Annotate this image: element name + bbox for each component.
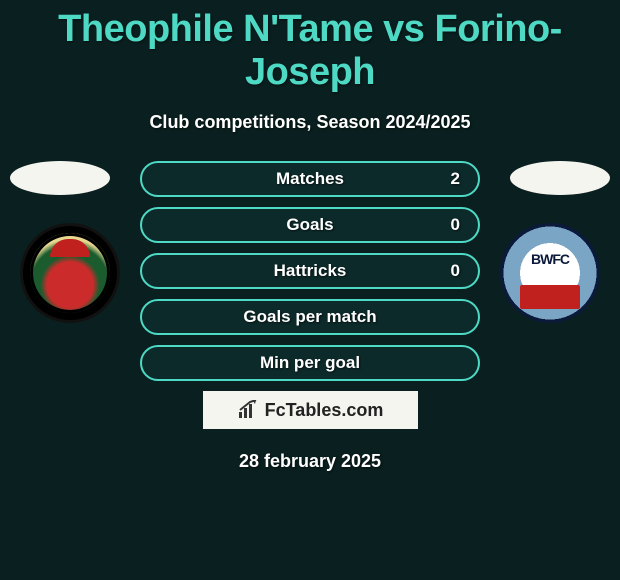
stat-row-matches: Matches 2: [140, 161, 480, 197]
stat-label: Goals: [286, 215, 333, 235]
stat-row-goals: Goals 0: [140, 207, 480, 243]
stat-label: Hattricks: [274, 261, 347, 281]
right-player-ellipse: [510, 161, 610, 195]
stat-row-goals-per-match: Goals per match: [140, 299, 480, 335]
wrexham-crest-icon: [30, 233, 110, 313]
stat-row-hattricks: Hattricks 0: [140, 253, 480, 289]
stat-rows: Matches 2 Goals 0 Hattricks 0 Goals per …: [140, 161, 480, 381]
date-label: 28 february 2025: [0, 451, 620, 472]
source-logo: FcTables.com: [203, 391, 418, 429]
stat-value: 0: [451, 261, 460, 281]
bwfc-label: BWFC: [503, 251, 597, 267]
logo-text: FcTables.com: [265, 400, 384, 421]
page-title: Theophile N'Tame vs Forino-Joseph: [0, 0, 620, 94]
stat-value: 2: [451, 169, 460, 189]
stat-label: Goals per match: [243, 307, 376, 327]
left-club-badge: [20, 223, 120, 323]
subtitle: Club competitions, Season 2024/2025: [0, 112, 620, 133]
left-player-ellipse: [10, 161, 110, 195]
stat-value: 0: [451, 215, 460, 235]
stat-label: Matches: [276, 169, 344, 189]
stat-row-min-per-goal: Min per goal: [140, 345, 480, 381]
stats-area: BWFC Matches 2 Goals 0 Hattricks 0 Goals…: [0, 161, 620, 472]
right-club-badge: BWFC: [500, 223, 600, 323]
bwfc-ribbon-icon: [520, 285, 580, 309]
fctables-chart-icon: [237, 400, 261, 420]
bwfc-crest-icon: BWFC: [503, 223, 597, 323]
stat-label: Min per goal: [260, 353, 360, 373]
